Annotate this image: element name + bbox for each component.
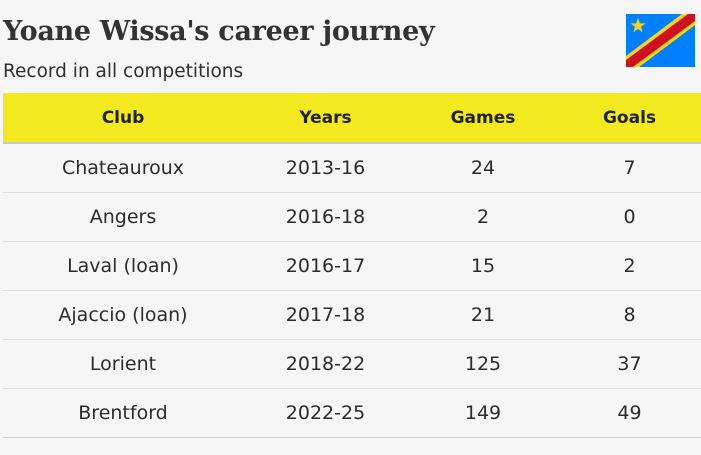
column-header-goals: Goals xyxy=(558,93,701,144)
cell-club: Angers xyxy=(3,192,243,242)
table-row: Chateauroux 2013-16 24 7 xyxy=(3,143,701,193)
table-row: Laval (loan) 2016-17 15 2 xyxy=(3,241,701,291)
cell-years: 2017-18 xyxy=(243,290,408,340)
cell-goals: 2 xyxy=(558,241,701,291)
cell-goals: 0 xyxy=(558,192,701,242)
cell-club: Ajaccio (loan) xyxy=(3,290,243,340)
cell-years: 2016-18 xyxy=(243,192,408,242)
career-table: Club Years Games Goals Chateauroux 2013-… xyxy=(3,93,701,438)
cell-games: 149 xyxy=(408,388,558,438)
table-row: Angers 2016-18 2 0 xyxy=(3,192,701,242)
column-header-club: Club xyxy=(3,93,243,144)
table-row: Ajaccio (loan) 2017-18 21 8 xyxy=(3,290,701,340)
page-title: Yoane Wissa's career journey xyxy=(3,16,435,47)
cell-club: Chateauroux xyxy=(3,143,243,193)
cell-club: Lorient xyxy=(3,339,243,389)
column-header-years: Years xyxy=(243,93,408,144)
cell-games: 2 xyxy=(408,192,558,242)
cell-years: 2013-16 xyxy=(243,143,408,193)
table-header-row: Club Years Games Goals xyxy=(3,93,701,144)
cell-goals: 37 xyxy=(558,339,701,389)
table-row: Lorient 2018-22 125 37 xyxy=(3,339,701,389)
cell-years: 2018-22 xyxy=(243,339,408,389)
cell-club: Brentford xyxy=(3,388,243,438)
column-header-games: Games xyxy=(408,93,558,144)
cell-years: 2016-17 xyxy=(243,241,408,291)
cell-games: 15 xyxy=(408,241,558,291)
cell-goals: 8 xyxy=(558,290,701,340)
page-subtitle: Record in all competitions xyxy=(3,61,244,82)
cell-games: 21 xyxy=(408,290,558,340)
table-row: Brentford 2022-25 149 49 xyxy=(3,388,701,438)
cell-games: 24 xyxy=(408,143,558,193)
cell-goals: 7 xyxy=(558,143,701,193)
cell-club: Laval (loan) xyxy=(3,241,243,291)
dr-congo-flag-icon xyxy=(626,14,695,67)
cell-years: 2022-25 xyxy=(243,388,408,438)
cell-goals: 49 xyxy=(558,388,701,438)
cell-games: 125 xyxy=(408,339,558,389)
